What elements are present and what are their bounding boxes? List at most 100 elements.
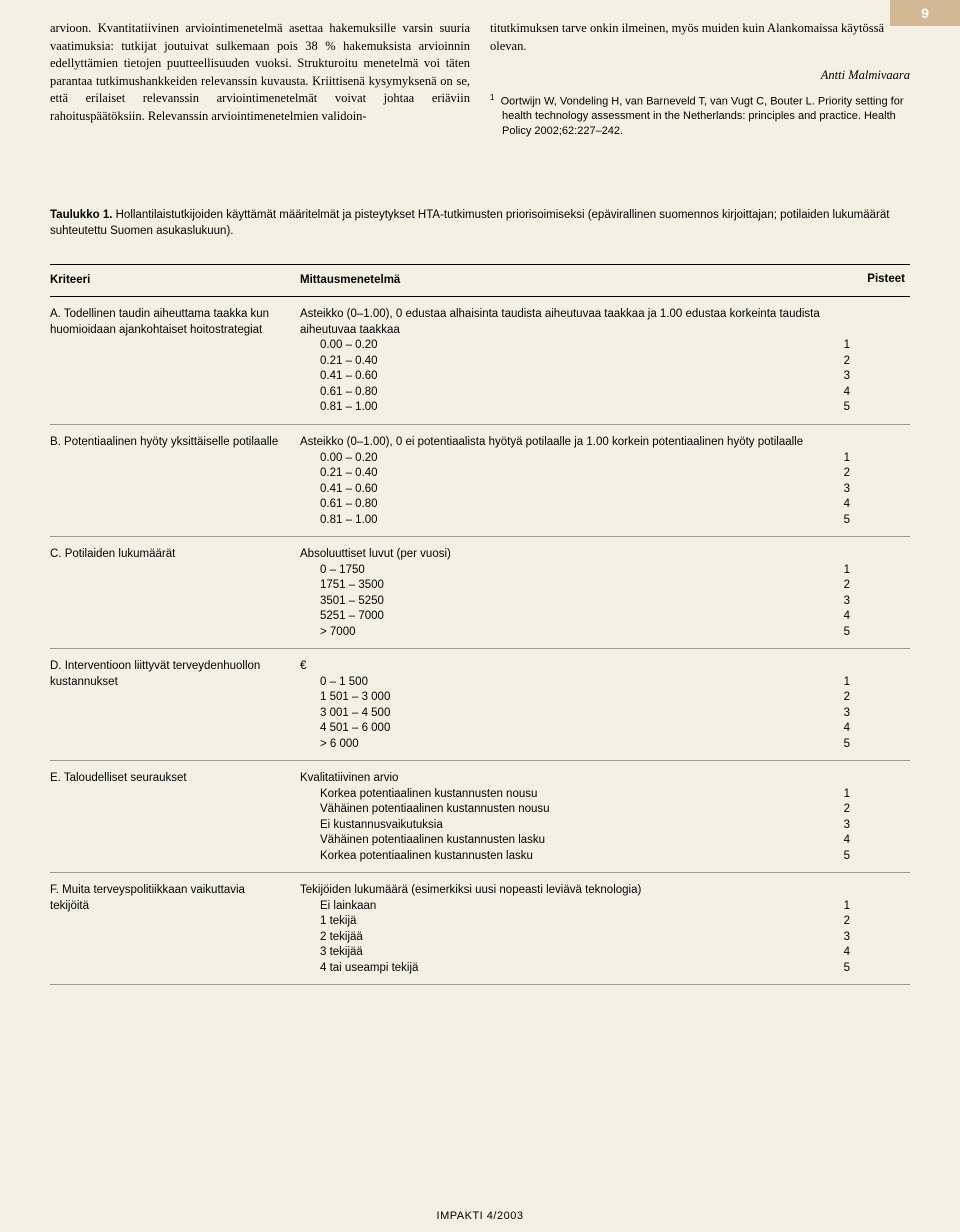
criterion-cell: B. Potentiaalinen hyöty yksittäiselle po…: [50, 435, 300, 528]
score-value: 1: [830, 338, 850, 354]
score-value: 1: [830, 563, 850, 579]
measurement-value: Ei lainkaan: [320, 899, 830, 915]
measurement-cell: €0 – 1 50011 501 – 3 00023 001 – 4 50034…: [300, 659, 850, 752]
measurement-line: > 6 0005: [320, 737, 850, 753]
table-caption-text: Hollantilaistutkijoiden käyttämät määrit…: [50, 209, 889, 237]
score-value: 3: [830, 930, 850, 946]
measurement-line: 0.61 – 0.804: [320, 497, 850, 513]
measurement-value: Vähäinen potentiaalinen kustannusten nou…: [320, 802, 830, 818]
measurement-value: 0.81 – 1.00: [320, 400, 830, 416]
score-value: 4: [830, 833, 850, 849]
score-value: 3: [830, 369, 850, 385]
score-value: 4: [830, 721, 850, 737]
measurement-line: 1 501 – 3 0002: [320, 690, 850, 706]
score-value: 1: [830, 899, 850, 915]
measurement-value: Ei kustannusvaikutuksia: [320, 818, 830, 834]
measurement-value: 0.00 – 0.20: [320, 338, 830, 354]
measurement-value: 3 001 – 4 500: [320, 706, 830, 722]
measurement-line: 0.41 – 0.603: [320, 369, 850, 385]
measurement-line: Korkea potentiaalinen kustannusten lasku…: [320, 849, 850, 865]
criterion-cell: A. Todellinen taudin aiheuttama taakka k…: [50, 307, 300, 416]
measurement-cell: Asteikko (0–1.00), 0 ei potentiaalista h…: [300, 435, 850, 528]
measurement-line: Korkea potentiaalinen kustannusten nousu…: [320, 787, 850, 803]
measurement-intro: Asteikko (0–1.00), 0 edustaa alhaisinta …: [300, 307, 850, 338]
measurement-cell: Absoluuttiset luvut (per vuosi)0 – 17501…: [300, 547, 850, 640]
measurement-line: 0 – 1 5001: [320, 675, 850, 691]
measurement-line: 0.21 – 0.402: [320, 466, 850, 482]
left-column-text: arvioon. Kvantitatiivinen arviointimenet…: [50, 20, 470, 147]
score-cell: [850, 547, 910, 640]
score-value: 3: [830, 482, 850, 498]
measurement-value: 0.41 – 0.60: [320, 482, 830, 498]
measurement-value: Korkea potentiaalinen kustannusten nousu: [320, 787, 830, 803]
measurement-intro: Tekijöiden lukumäärä (esimerkiksi uusi n…: [300, 883, 850, 899]
measurement-line: > 70005: [320, 625, 850, 641]
score-cell: [850, 883, 910, 976]
criteria-table: Kriteeri Mittausmenetelmä Pisteet A. Tod…: [50, 264, 910, 986]
measurement-intro: Absoluuttiset luvut (per vuosi): [300, 547, 850, 563]
measurement-value: 3501 – 5250: [320, 594, 830, 610]
score-cell: [850, 307, 910, 416]
score-value: 1: [830, 675, 850, 691]
score-value: 2: [830, 578, 850, 594]
measurement-value: 4 tai useampi tekijä: [320, 961, 830, 977]
measurement-line: 0.61 – 0.804: [320, 385, 850, 401]
measurement-value: Vähäinen potentiaalinen kustannusten las…: [320, 833, 830, 849]
header-kriteeri: Kriteeri: [50, 273, 300, 289]
measurement-value: 0.21 – 0.40: [320, 354, 830, 370]
measurement-line: 1751 – 35002: [320, 578, 850, 594]
measurement-value: 4 501 – 6 000: [320, 721, 830, 737]
measurement-value: 5251 – 7000: [320, 609, 830, 625]
measurement-value: Korkea potentiaalinen kustannusten lasku: [320, 849, 830, 865]
score-value: 2: [830, 802, 850, 818]
table-header-row: Kriteeri Mittausmenetelmä Pisteet: [50, 264, 910, 298]
measurement-line: 0.81 – 1.005: [320, 400, 850, 416]
measurement-value: 3 tekijää: [320, 945, 830, 961]
score-cell: [850, 435, 910, 528]
measurement-line: 0.81 – 1.005: [320, 513, 850, 529]
measurement-value: 0 – 1 500: [320, 675, 830, 691]
table-caption-label: Taulukko 1.: [50, 209, 112, 221]
measurement-value: 1 tekijä: [320, 914, 830, 930]
score-value: 4: [830, 609, 850, 625]
table-row: D. Interventioon liittyvät terveydenhuol…: [50, 649, 910, 761]
measurement-value: 1 501 – 3 000: [320, 690, 830, 706]
measurement-value: 0.41 – 0.60: [320, 369, 830, 385]
score-value: 1: [830, 787, 850, 803]
score-value: 4: [830, 945, 850, 961]
measurement-value: 0 – 1750: [320, 563, 830, 579]
score-value: 2: [830, 914, 850, 930]
measurement-line: 4 501 – 6 0004: [320, 721, 850, 737]
measurement-value: 0.21 – 0.40: [320, 466, 830, 482]
score-value: 3: [830, 818, 850, 834]
score-value: 3: [830, 706, 850, 722]
measurement-line: 0.21 – 0.402: [320, 354, 850, 370]
score-value: 1: [830, 451, 850, 467]
measurement-line: 1 tekijä2: [320, 914, 850, 930]
score-value: 5: [830, 849, 850, 865]
score-cell: [850, 659, 910, 752]
criterion-cell: E. Taloudelliset seuraukset: [50, 771, 300, 864]
measurement-cell: Asteikko (0–1.00), 0 edustaa alhaisinta …: [300, 307, 850, 416]
author-name: Antti Malmivaara: [490, 67, 910, 85]
right-column-text: titutkimuksen tarve onkin ilmeinen, myös…: [490, 20, 910, 55]
header-pisteet: Pisteet: [850, 273, 910, 289]
score-value: 2: [830, 354, 850, 370]
measurement-intro: Asteikko (0–1.00), 0 ei potentiaalista h…: [300, 435, 850, 451]
score-value: 5: [830, 400, 850, 416]
header-mittausmenetelma: Mittausmenetelmä: [300, 273, 850, 289]
measurement-line: 5251 – 70004: [320, 609, 850, 625]
measurement-line: 3501 – 52503: [320, 594, 850, 610]
table-row: A. Todellinen taudin aiheuttama taakka k…: [50, 297, 910, 425]
score-value: 4: [830, 385, 850, 401]
table-caption: Taulukko 1. Hollantilaistutkijoiden käyt…: [50, 207, 910, 239]
score-value: 5: [830, 961, 850, 977]
measurement-value: 0.61 – 0.80: [320, 497, 830, 513]
measurement-line: 2 tekijää3: [320, 930, 850, 946]
measurement-value: 0.00 – 0.20: [320, 451, 830, 467]
criterion-cell: F. Muita terveyspolitiikkaan vaikuttavia…: [50, 883, 300, 976]
score-value: 2: [830, 466, 850, 482]
table-row: C. Potilaiden lukumäärätAbsoluuttiset lu…: [50, 537, 910, 649]
score-cell: [850, 771, 910, 864]
measurement-line: 4 tai useampi tekijä5: [320, 961, 850, 977]
